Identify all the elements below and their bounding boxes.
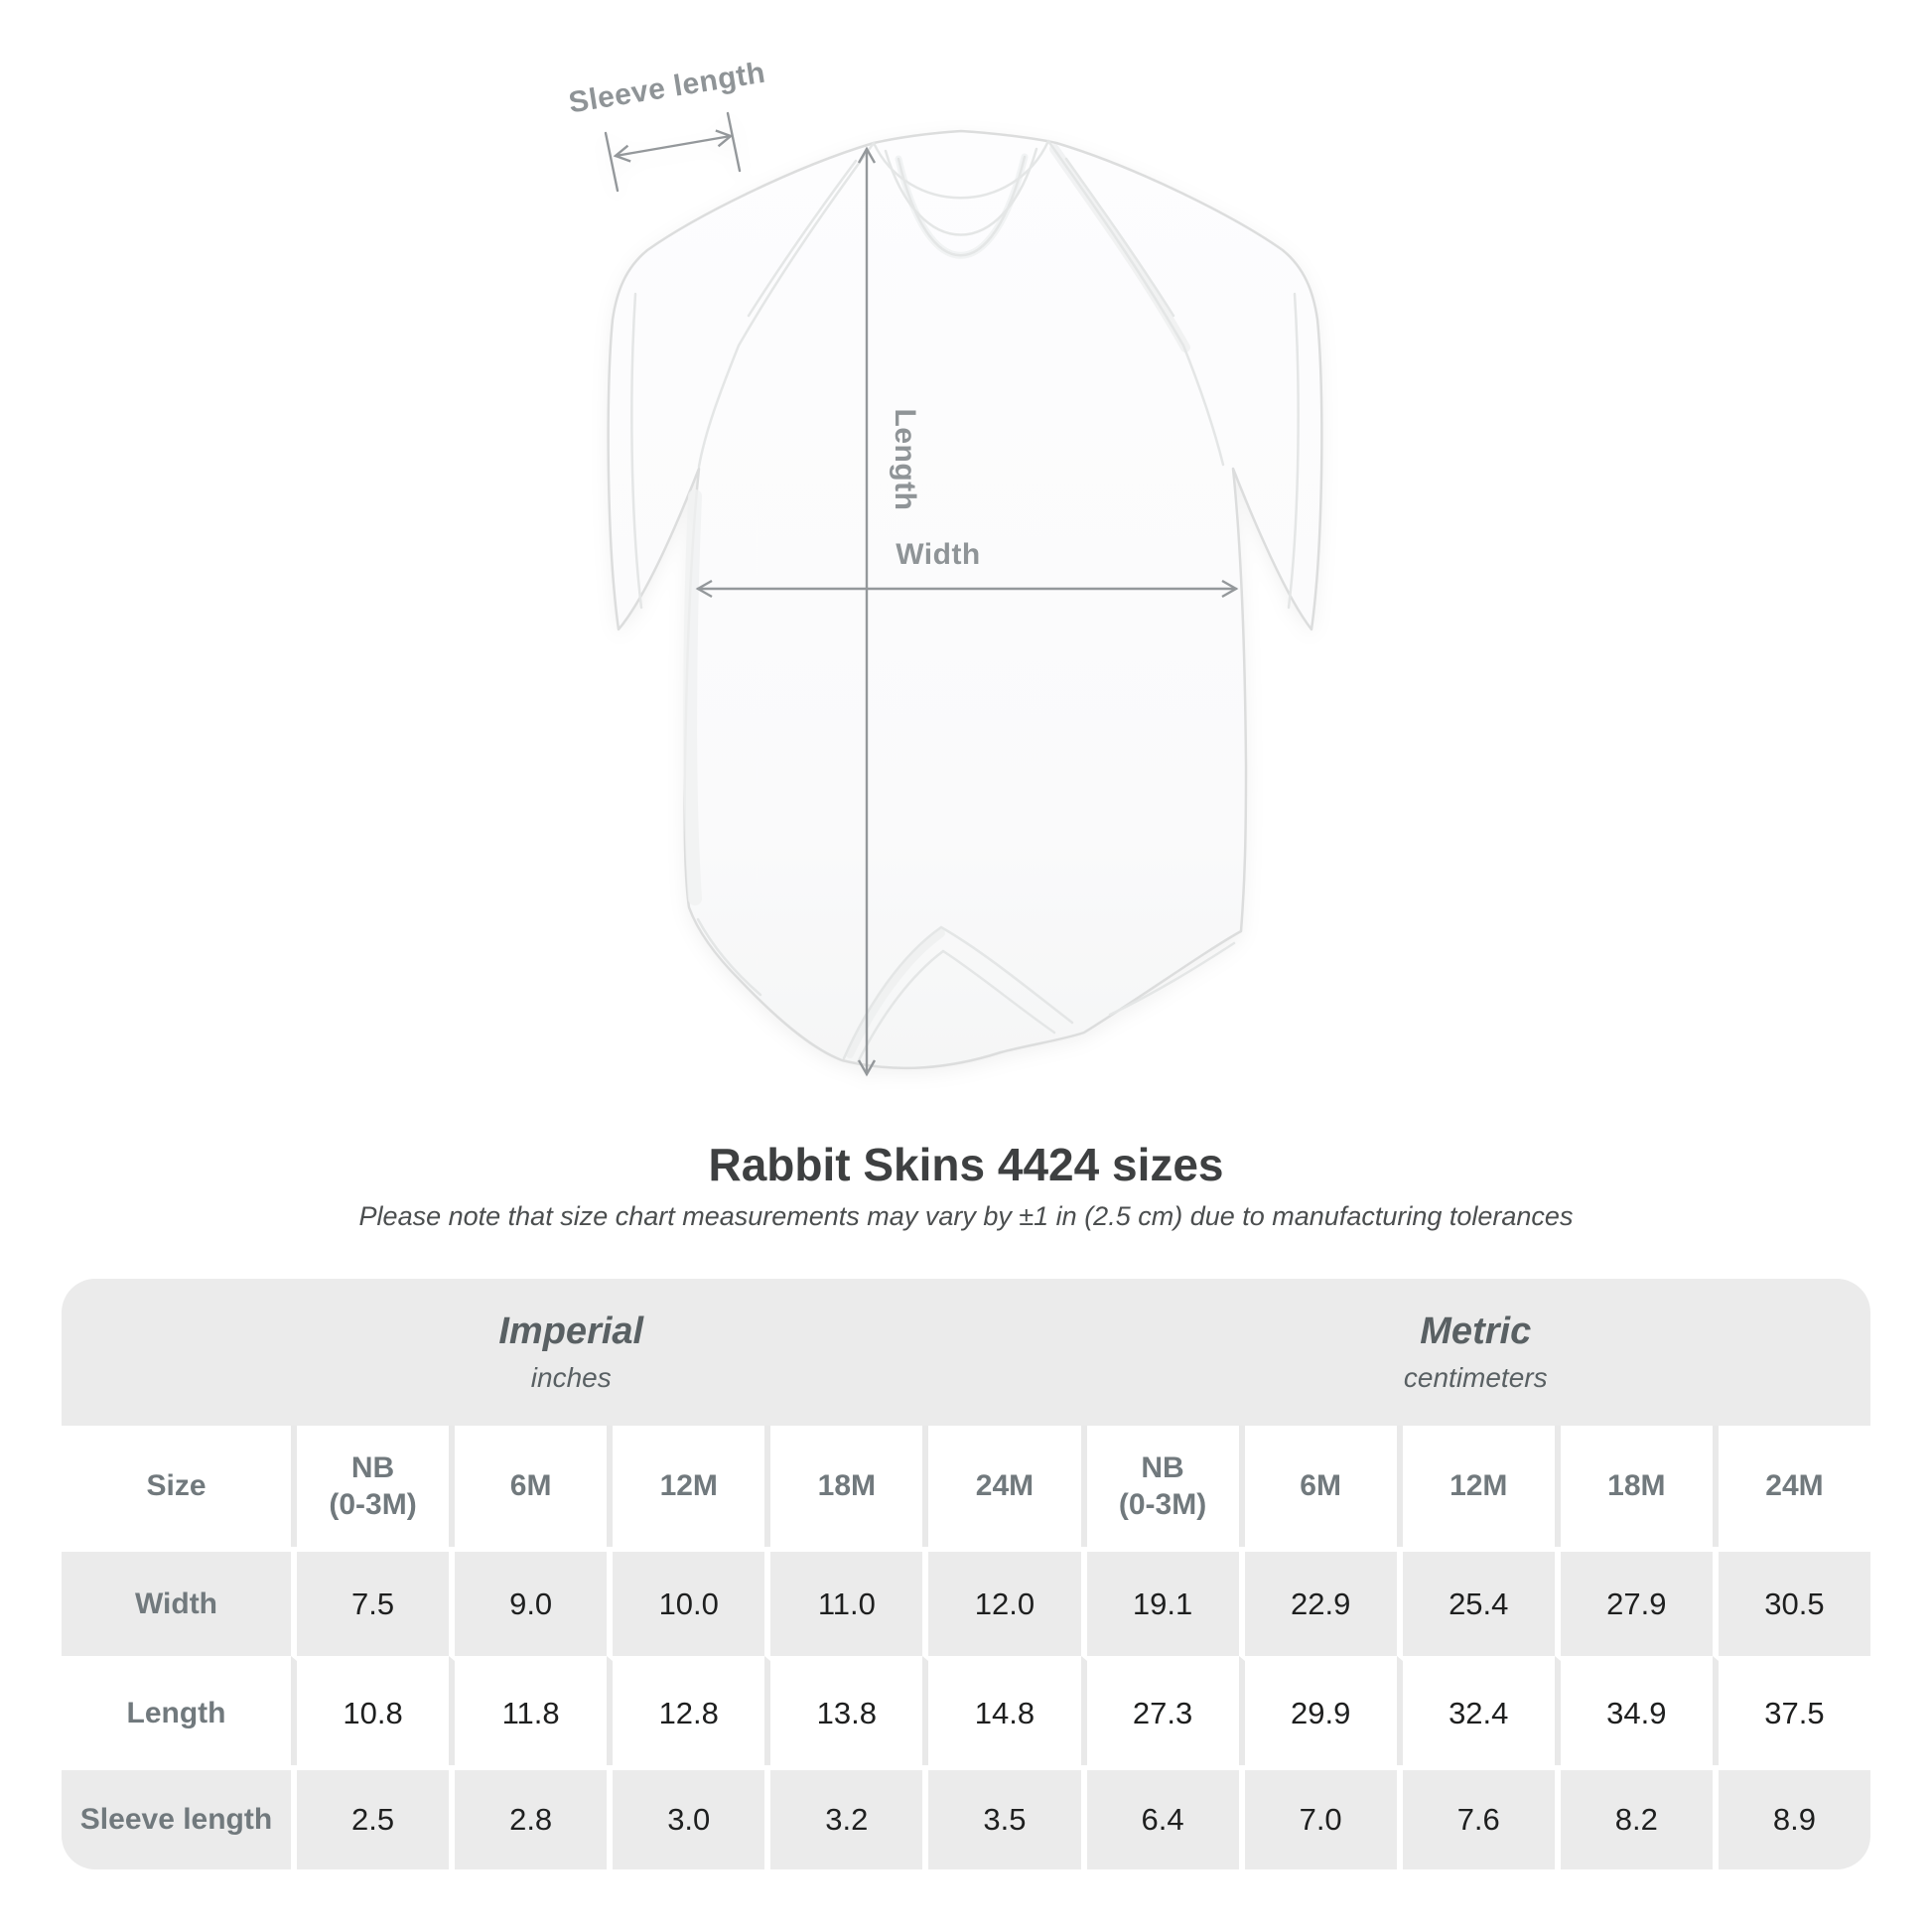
size-column-header: Size bbox=[62, 1426, 291, 1547]
bodysuit-outline bbox=[607, 129, 1323, 1070]
table-cell: 3.0 bbox=[607, 1765, 765, 1869]
table-cell: 9.0 bbox=[449, 1547, 608, 1656]
seam-lines bbox=[630, 139, 1300, 1064]
table-cell: 19.1 bbox=[1080, 1547, 1239, 1656]
col-header-12m-imperial: 12M bbox=[607, 1426, 765, 1547]
table-cell: 10.0 bbox=[607, 1547, 765, 1656]
table-cell: 34.9 bbox=[1554, 1656, 1713, 1765]
row-label-length: Length bbox=[62, 1656, 291, 1765]
table-cell: 8.9 bbox=[1712, 1765, 1870, 1869]
table-cell: 27.9 bbox=[1554, 1547, 1713, 1656]
sleeve-tick-right bbox=[726, 111, 742, 173]
col-header-18m-metric: 18M bbox=[1554, 1426, 1713, 1547]
tolerance-note: Please note that size chart measurements… bbox=[358, 1201, 1574, 1231]
sleeve-length-arrow bbox=[613, 129, 734, 163]
col-header-6m-metric: 6M bbox=[1238, 1426, 1397, 1547]
page-title: Rabbit Skins 4424 sizes bbox=[708, 1139, 1224, 1190]
table-cell: 3.2 bbox=[764, 1765, 923, 1869]
sleeve-tick-left bbox=[604, 131, 620, 193]
table-cell: 7.6 bbox=[1396, 1765, 1555, 1869]
metric-band: Metric centimeters bbox=[1080, 1279, 1870, 1426]
table-cell: 29.9 bbox=[1238, 1656, 1397, 1765]
table-cell: 11.0 bbox=[764, 1547, 923, 1656]
imperial-sublabel: inches bbox=[530, 1362, 612, 1393]
col-header-18m-imperial: 18M bbox=[764, 1426, 923, 1547]
row-label-sleeve-length: Sleeve length bbox=[62, 1765, 291, 1869]
table-cell: 12.0 bbox=[922, 1547, 1081, 1656]
table-cell: 6.4 bbox=[1080, 1765, 1239, 1869]
size-table: Imperial inches Metric centimeters Size … bbox=[62, 1279, 1870, 1869]
length-label: Length bbox=[889, 408, 921, 511]
imperial-band: Imperial inches bbox=[62, 1279, 1081, 1426]
col-header-nb-metric: NB (0-3M) bbox=[1080, 1426, 1239, 1547]
table-cell: 8.2 bbox=[1554, 1765, 1713, 1869]
row-label-width: Width bbox=[62, 1547, 291, 1656]
table-cell: 14.8 bbox=[922, 1656, 1081, 1765]
metric-sublabel: centimeters bbox=[1403, 1362, 1548, 1393]
table-cell: 3.5 bbox=[922, 1765, 1081, 1869]
table-cell: 37.5 bbox=[1712, 1656, 1870, 1765]
table-cell: 12.8 bbox=[607, 1656, 765, 1765]
table-cell: 13.8 bbox=[764, 1656, 923, 1765]
table-cell: 22.9 bbox=[1238, 1547, 1397, 1656]
col-header-6m-imperial: 6M bbox=[449, 1426, 608, 1547]
table-cell: 2.8 bbox=[449, 1765, 608, 1869]
col-header-nb-imperial: NB (0-3M) bbox=[291, 1426, 450, 1547]
width-label: Width bbox=[896, 538, 981, 571]
table-cell: 25.4 bbox=[1396, 1547, 1555, 1656]
table-cell: 7.5 bbox=[291, 1547, 450, 1656]
table-cell: 30.5 bbox=[1712, 1547, 1870, 1656]
measurement-lines bbox=[604, 111, 1239, 1077]
col-header-12m-metric: 12M bbox=[1396, 1426, 1555, 1547]
table-cell: 10.8 bbox=[291, 1656, 450, 1765]
metric-label: Metric bbox=[1420, 1311, 1532, 1352]
table-cell: 11.8 bbox=[449, 1656, 608, 1765]
table-cell: 32.4 bbox=[1396, 1656, 1555, 1765]
col-header-24m-imperial: 24M bbox=[922, 1426, 1081, 1547]
measurement-diagram: Sleeve length Length Width bbox=[567, 57, 1323, 1077]
col-header-24m-metric: 24M bbox=[1712, 1426, 1870, 1547]
imperial-label: Imperial bbox=[498, 1311, 644, 1352]
onesie-graphic bbox=[604, 111, 1323, 1077]
table-cell: 7.0 bbox=[1238, 1765, 1397, 1869]
table-cell: 2.5 bbox=[291, 1765, 450, 1869]
table-cell: 27.3 bbox=[1080, 1656, 1239, 1765]
